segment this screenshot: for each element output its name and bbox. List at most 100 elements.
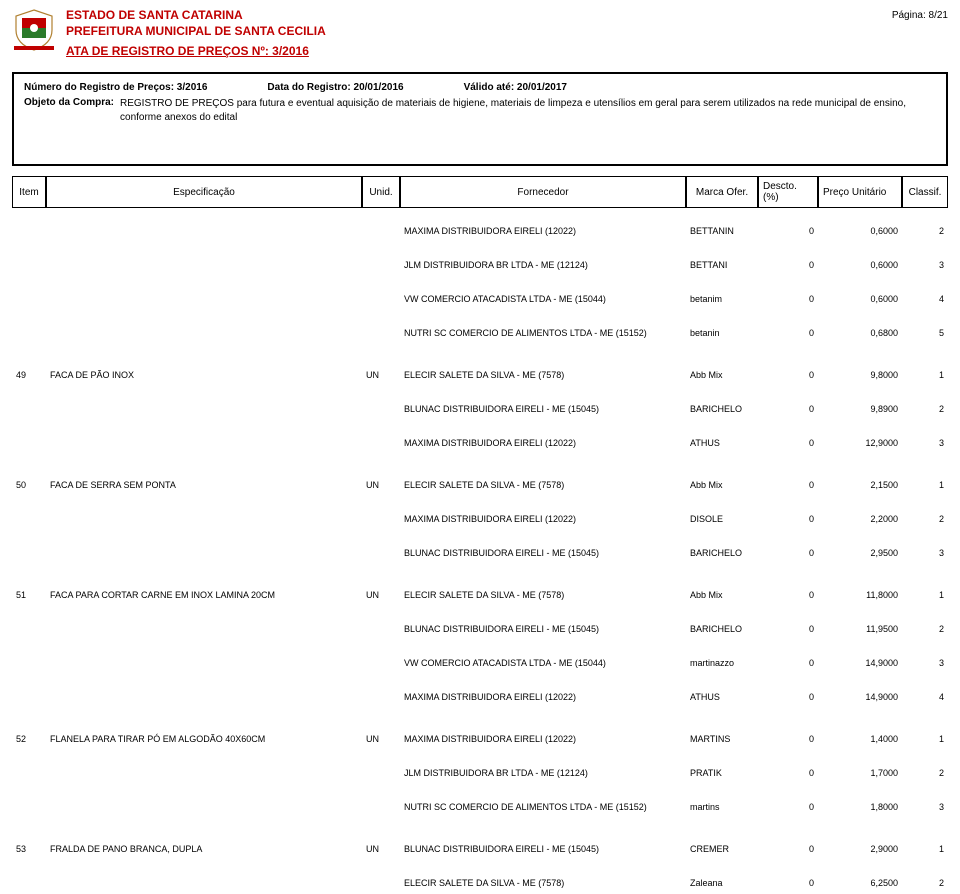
cell-descto: 0 — [758, 734, 818, 744]
table-row: JLM DISTRIBUIDORA BR LTDA - ME (12124)PR… — [12, 750, 948, 784]
table-row: BLUNAC DISTRIBUIDORA EIRELI - ME (15045)… — [12, 386, 948, 420]
cell-classif: 2 — [902, 624, 948, 634]
table-row: VW COMERCIO ATACADISTA LTDA - ME (15044)… — [12, 276, 948, 310]
table-row: 52FLANELA PARA TIRAR PÓ EM ALGODÃO 40X60… — [12, 708, 948, 750]
cell-preco: 6,2500 — [818, 878, 902, 888]
cell-item: 53 — [12, 844, 46, 854]
cell-classif: 2 — [902, 878, 948, 888]
table-row: 51FACA PARA CORTAR CARNE EM INOX LAMINA … — [12, 564, 948, 606]
cell-preco: 9,8900 — [818, 404, 902, 414]
prefeitura-title: PREFEITURA MUNICIPAL DE SANTA CECILIA — [66, 24, 892, 38]
cell-classif: 3 — [902, 438, 948, 448]
document-header: ESTADO DE SANTA CATARINA PREFEITURA MUNI… — [0, 0, 960, 58]
table-row: ELECIR SALETE DA SILVA - ME (7578)Zalean… — [12, 860, 948, 894]
cell-classif: 4 — [902, 294, 948, 304]
table-row: MAXIMA DISTRIBUIDORA EIRELI (12022)ATHUS… — [12, 420, 948, 454]
cell-descto: 0 — [758, 548, 818, 558]
cell-classif: 1 — [902, 480, 948, 490]
cell-preco: 0,6000 — [818, 294, 902, 304]
cell-espec: FACA DE SERRA SEM PONTA — [46, 480, 362, 490]
table-row: JLM DISTRIBUIDORA BR LTDA - ME (12124)BE… — [12, 242, 948, 276]
cell-descto: 0 — [758, 260, 818, 270]
cell-classif: 2 — [902, 226, 948, 236]
cell-marca: betanin — [686, 328, 758, 338]
objeto-text: REGISTRO DE PREÇOS para futura e eventua… — [120, 97, 936, 124]
cell-classif: 1 — [902, 370, 948, 380]
cell-preco: 11,8000 — [818, 590, 902, 600]
page-number: Página: 8/21 — [892, 8, 948, 21]
estado-title: ESTADO DE SANTA CATARINA — [66, 8, 892, 22]
col-header-espec: Especificação — [46, 176, 362, 208]
cell-item: 52 — [12, 734, 46, 744]
cell-descto: 0 — [758, 624, 818, 634]
objeto-label: Objeto da Compra: — [24, 97, 114, 124]
cell-forn: VW COMERCIO ATACADISTA LTDA - ME (15044) — [400, 294, 686, 304]
cell-descto: 0 — [758, 844, 818, 854]
cell-marca: BARICHELO — [686, 548, 758, 558]
cell-classif: 2 — [902, 404, 948, 414]
column-header-row: Item Especificação Unid. Fornecedor Marc… — [12, 176, 948, 208]
cell-marca: CREMER — [686, 844, 758, 854]
cell-forn: ELECIR SALETE DA SILVA - ME (7578) — [400, 590, 686, 600]
cell-forn: BLUNAC DISTRIBUIDORA EIRELI - ME (15045) — [400, 844, 686, 854]
cell-descto: 0 — [758, 370, 818, 380]
table-row: VW COMERCIO ATACADISTA LTDA - ME (15044)… — [12, 640, 948, 674]
meta-line-2: Objeto da Compra: REGISTRO DE PREÇOS par… — [24, 97, 936, 124]
cell-forn: JLM DISTRIBUIDORA BR LTDA - ME (12124) — [400, 768, 686, 778]
cell-classif: 1 — [902, 844, 948, 854]
cell-preco: 2,9500 — [818, 548, 902, 558]
table-row: NUTRI SC COMERCIO DE ALIMENTOS LTDA - ME… — [12, 784, 948, 818]
table-row: BLUNAC DISTRIBUIDORA EIRELI - ME (15045)… — [12, 606, 948, 640]
cell-descto: 0 — [758, 480, 818, 490]
col-header-unid: Unid. — [362, 176, 400, 208]
cell-espec: FACA PARA CORTAR CARNE EM INOX LAMINA 20… — [46, 590, 362, 600]
table-rows: MAXIMA DISTRIBUIDORA EIRELI (12022) BETTA… — [12, 208, 948, 894]
cell-forn: MAXIMA DISTRIBUIDORA EIRELI (12022) — [400, 692, 686, 702]
cell-marca: ATHUS — [686, 692, 758, 702]
cell-forn: BLUNAC DISTRIBUIDORA EIRELI - ME (15045) — [400, 548, 686, 558]
table-row: MAXIMA DISTRIBUIDORA EIRELI (12022)ATHUS… — [12, 674, 948, 708]
cell-classif: 4 — [902, 692, 948, 702]
meta-box: Número do Registro de Preços: 3/2016 Dat… — [12, 72, 948, 166]
cell-marca: ATHUS — [686, 438, 758, 448]
table-row: MAXIMA DISTRIBUIDORA EIRELI (12022)BETTA… — [12, 208, 948, 242]
cell-marca: MARTINS — [686, 734, 758, 744]
cell-forn: VW COMERCIO ATACADISTA LTDA - ME (15044) — [400, 658, 686, 668]
cell-forn: MAXIMA DISTRIBUIDORA EIRELI (12022) — [400, 438, 686, 448]
cell-descto: 0 — [758, 878, 818, 888]
meta-line-1: Número do Registro de Preços: 3/2016 Dat… — [24, 82, 936, 93]
cell-classif: 2 — [902, 768, 948, 778]
cell-unid: UN — [362, 844, 400, 854]
table-row: BLUNAC DISTRIBUIDORA EIRELI - ME (15045)… — [12, 530, 948, 564]
cell-marca: martins — [686, 802, 758, 812]
cell-unid: UN — [362, 590, 400, 600]
cell-classif: 5 — [902, 328, 948, 338]
cell-preco: 12,9000 — [818, 438, 902, 448]
ata-title: ATA DE REGISTRO DE PREÇOS Nº: 3/2016 — [66, 44, 892, 58]
cell-marca: Abb Mix — [686, 480, 758, 490]
cell-marca: DISOLE — [686, 514, 758, 524]
cell-descto: 0 — [758, 802, 818, 812]
cell-preco: 1,7000 — [818, 768, 902, 778]
cell-preco: 14,9000 — [818, 658, 902, 668]
cell-classif: 1 — [902, 734, 948, 744]
table-row: 53FRALDA DE PANO BRANCA, DUPLAUNBLUNAC D… — [12, 818, 948, 860]
cell-espec: FLANELA PARA TIRAR PÓ EM ALGODÃO 40X60CM — [46, 734, 362, 744]
cell-forn: MAXIMA DISTRIBUIDORA EIRELI (12022) — [400, 226, 686, 236]
cell-marca: BARICHELO — [686, 624, 758, 634]
cell-preco: 0,6000 — [818, 260, 902, 270]
cell-forn: ELECIR SALETE DA SILVA - ME (7578) — [400, 878, 686, 888]
cell-classif: 1 — [902, 590, 948, 600]
cell-marca: PRATIK — [686, 768, 758, 778]
cell-preco: 11,9500 — [818, 624, 902, 634]
cell-descto: 0 — [758, 438, 818, 448]
data-registro: Data do Registro: 20/01/2016 — [267, 82, 403, 93]
cell-forn: BLUNAC DISTRIBUIDORA EIRELI - ME (15045) — [400, 404, 686, 414]
cell-descto: 0 — [758, 768, 818, 778]
cell-classif: 3 — [902, 658, 948, 668]
valido-ate: Válido até: 20/01/2017 — [464, 82, 567, 93]
cell-item: 51 — [12, 590, 46, 600]
col-header-classif: Classif. — [902, 176, 948, 208]
cell-marca: BETTANI — [686, 260, 758, 270]
cell-forn: JLM DISTRIBUIDORA BR LTDA - ME (12124) — [400, 260, 686, 270]
